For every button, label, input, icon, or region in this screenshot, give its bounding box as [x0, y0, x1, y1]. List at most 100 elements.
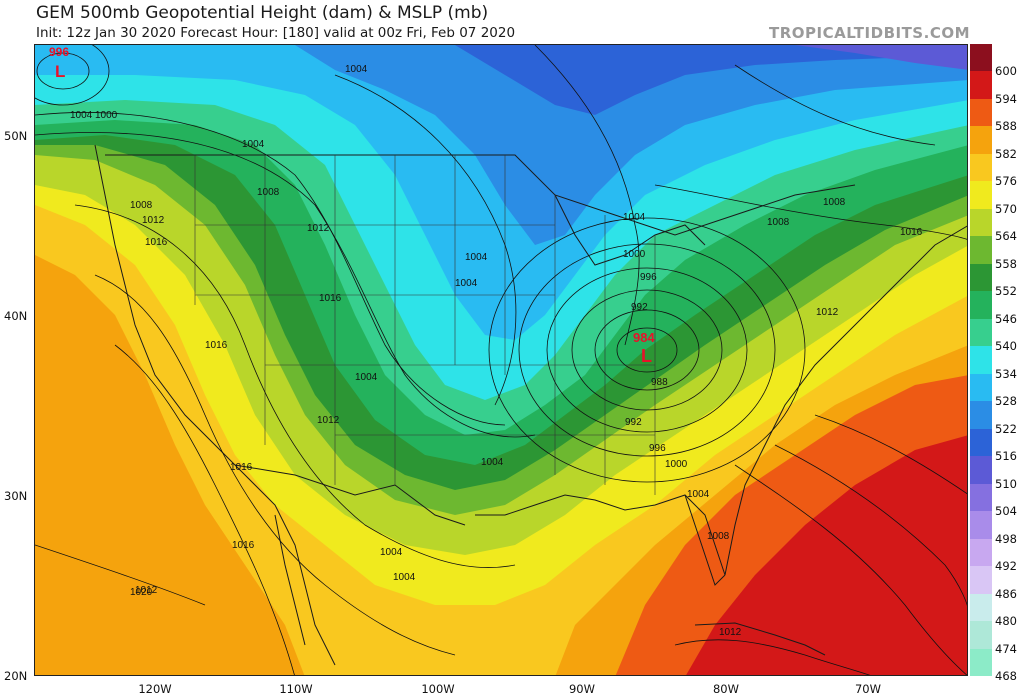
colorbar-swatch — [970, 401, 992, 430]
lon-label-120w: 120W — [138, 682, 172, 696]
isobar-label: 1012 — [719, 627, 742, 638]
isobar-labels: 1004 1004 1000 1004 1008 1008 1012 1016 … — [70, 64, 923, 638]
colorbar-level-label: 540 — [995, 339, 1017, 354]
low-l-icon: L — [641, 346, 652, 366]
isobar — [734, 64, 936, 146]
lat-label-40n: 40N — [4, 309, 28, 323]
colorbar-level-label: 576 — [995, 174, 1017, 189]
colorbar-level-label: 528 — [995, 394, 1017, 409]
colorbar-level-label: 492 — [995, 559, 1017, 574]
isobar-label: 1000 — [665, 459, 688, 470]
colorbar-swatch — [970, 593, 992, 622]
isobar-ring — [594, 309, 700, 391]
isobar-label: 1008 — [130, 200, 153, 211]
isobar-label: 1004 — [355, 372, 378, 383]
coastlines — [94, 144, 967, 666]
isobar — [774, 444, 967, 606]
isobar-ring — [518, 243, 776, 457]
map-title: GEM 500mb Geopotential Height (dam) & MS… — [36, 3, 489, 23]
colorbar-level-label: 516 — [995, 449, 1017, 464]
isobar — [74, 204, 516, 568]
lat-label-20n: 20N — [4, 669, 28, 683]
isobar — [814, 414, 967, 495]
isobar-label: 1008 — [707, 531, 730, 542]
colorbar-swatch — [970, 71, 992, 100]
lon-label-110w: 110W — [279, 682, 313, 696]
state-lines — [194, 155, 656, 495]
isobar-label: 1016 — [900, 227, 923, 238]
isobar-label: 1016 — [145, 237, 168, 248]
colorbar — [970, 44, 992, 677]
weather-map: 1004 1004 1000 1004 1008 1008 1012 1016 … — [34, 44, 968, 676]
isobar-ring — [571, 289, 723, 411]
isobar-label: 1004 — [481, 457, 504, 468]
colorbar-level-label: 600 — [995, 64, 1017, 79]
us-mexico-border — [234, 464, 466, 526]
colorbar-level-label: 588 — [995, 119, 1017, 134]
isobar-label: 1004 — [345, 64, 368, 75]
map-subtitle: Init: 12z Jan 30 2020 Forecast Hour: [18… — [36, 25, 516, 41]
isobar-label: 1004 — [465, 252, 488, 263]
isobar-label: 1008 — [767, 217, 790, 228]
colorbar-level-label: 552 — [995, 284, 1017, 299]
florida — [684, 494, 726, 586]
colorbar-level-label: 510 — [995, 476, 1017, 491]
nw-low-isobars — [35, 45, 110, 106]
isobar-label: 1012 — [816, 307, 839, 318]
isobar-label: 1004 — [455, 278, 478, 289]
colorbar-level-label: 480 — [995, 614, 1017, 629]
isobars — [35, 45, 967, 675]
isobar — [654, 184, 967, 240]
isobar-label: 1020 — [130, 587, 153, 598]
colorbar-level-label: 558 — [995, 256, 1017, 271]
isobar-label: 1000 — [95, 110, 118, 121]
isobar-label: 996 — [649, 443, 666, 454]
us-canada-border — [105, 154, 856, 236]
band-510 — [795, 45, 967, 70]
colorbar-swatch — [970, 291, 992, 320]
colorbar-swatch — [970, 153, 992, 182]
low-l-icon: L — [55, 62, 65, 81]
low-isobars — [488, 217, 806, 483]
low-value-nw: 996 — [49, 45, 69, 59]
colorbar-level-label: 594 — [995, 91, 1017, 106]
isobar — [35, 132, 536, 438]
colorbar-swatch — [970, 236, 992, 265]
baja — [274, 514, 306, 646]
colorbar-swatch — [970, 126, 992, 155]
colorbar-swatch — [970, 456, 992, 485]
colorbar-swatch — [970, 346, 992, 375]
colorbar-level-label: 534 — [995, 366, 1017, 381]
isobar — [534, 45, 640, 346]
isobar-label: 988 — [651, 377, 668, 388]
colorbar-level-label: 504 — [995, 504, 1017, 519]
band-594 — [686, 435, 967, 675]
isobar-label: 1016 — [319, 293, 342, 304]
isobar — [35, 544, 206, 606]
isobar-label: 1004 — [242, 139, 265, 150]
isobar-label: 1012 — [142, 215, 165, 226]
isobar-ring — [488, 217, 806, 483]
isobar-label: 1004 — [687, 489, 710, 500]
colorbar-swatch — [970, 98, 992, 127]
isobar — [674, 639, 871, 675]
colorbar-swatch — [970, 318, 992, 347]
low-markers: 996 L 984 L — [49, 45, 655, 366]
isobar — [114, 344, 295, 675]
colorbar-swatch — [970, 621, 992, 649]
isobar-ring — [35, 45, 110, 106]
isobar — [734, 464, 967, 675]
isobar-label: 992 — [631, 302, 648, 313]
isobar-label: 1016 — [230, 462, 253, 473]
colorbar-swatch — [970, 648, 992, 677]
brand-watermark: TROPICALTIDBITS.COM — [769, 24, 970, 42]
colorbar-level-label: 474 — [995, 641, 1017, 656]
colorbar-swatch — [970, 208, 992, 237]
colorbar-swatch — [970, 428, 992, 457]
isobar-label: 1004 — [70, 110, 93, 121]
isobar-label: 1012 — [135, 585, 158, 596]
lat-label-30n: 30N — [4, 489, 28, 503]
isobar-label: 992 — [625, 417, 642, 428]
colorbar-swatch — [970, 373, 992, 402]
colorbar-level-label: 582 — [995, 146, 1017, 161]
